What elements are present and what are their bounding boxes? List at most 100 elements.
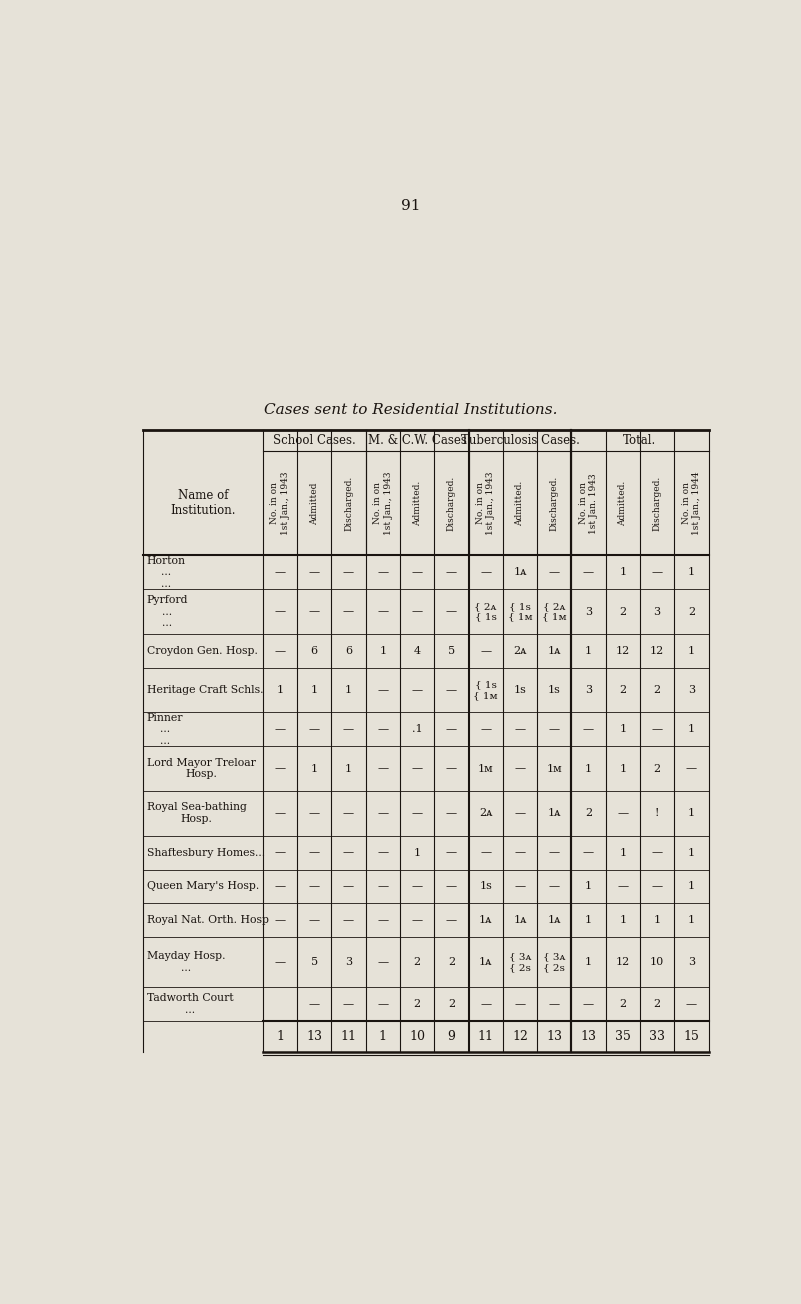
Text: Shaftesbury Homes...: Shaftesbury Homes... (147, 848, 265, 858)
Text: —: — (412, 567, 423, 578)
Text: —: — (275, 764, 286, 773)
Text: —: — (446, 882, 457, 892)
Text: —: — (343, 808, 354, 819)
Text: M. & C.W. Cases: M. & C.W. Cases (368, 434, 466, 447)
Text: 3: 3 (688, 685, 695, 695)
Text: —: — (275, 724, 286, 734)
Text: 1: 1 (619, 724, 626, 734)
Text: 2ᴀ: 2ᴀ (479, 808, 493, 819)
Text: —: — (377, 808, 388, 819)
Text: 1: 1 (585, 882, 592, 892)
Text: —: — (446, 567, 457, 578)
Text: 12: 12 (512, 1030, 528, 1043)
Text: —: — (377, 764, 388, 773)
Text: { 2ᴀ
{ 1s: { 2ᴀ { 1s (474, 602, 497, 621)
Text: 1: 1 (585, 645, 592, 656)
Text: —: — (275, 848, 286, 858)
Text: 1ᴀ: 1ᴀ (548, 645, 561, 656)
Text: 10: 10 (409, 1030, 425, 1043)
Text: 1: 1 (688, 567, 695, 578)
Text: Admitted.: Admitted. (618, 481, 627, 526)
Text: Admitted.: Admitted. (413, 481, 421, 526)
Text: —: — (446, 606, 457, 617)
Text: 1: 1 (276, 1030, 284, 1043)
Text: { 1s
{ 1ᴍ: { 1s { 1ᴍ (508, 602, 533, 621)
Text: —: — (686, 999, 697, 1009)
Text: —: — (412, 685, 423, 695)
Text: 3: 3 (345, 957, 352, 968)
Text: 1: 1 (585, 915, 592, 926)
Text: 1ᴀ: 1ᴀ (513, 567, 526, 578)
Text: Horton
...
...: Horton ... ... (147, 556, 186, 589)
Text: 1ᴍ: 1ᴍ (546, 764, 562, 773)
Text: Discharged.: Discharged. (549, 476, 559, 531)
Text: —: — (308, 606, 320, 617)
Text: 1ᴀ: 1ᴀ (548, 808, 561, 819)
Text: —: — (275, 957, 286, 968)
Text: —: — (275, 645, 286, 656)
Text: Pinner
...
...: Pinner ... ... (147, 713, 183, 746)
Text: —: — (514, 882, 525, 892)
Text: 2: 2 (619, 999, 626, 1009)
Text: 2: 2 (448, 957, 455, 968)
Text: No. in on
1st Jan. 1943: No. in on 1st Jan. 1943 (579, 473, 598, 533)
Text: 9: 9 (448, 1030, 455, 1043)
Text: Cases sent to Residential Institutions.: Cases sent to Residential Institutions. (264, 403, 557, 417)
Text: —: — (549, 567, 560, 578)
Text: 1: 1 (688, 645, 695, 656)
Text: 1: 1 (585, 957, 592, 968)
Text: Discharged.: Discharged. (344, 476, 353, 531)
Text: 2: 2 (585, 808, 592, 819)
Text: 5: 5 (448, 645, 455, 656)
Text: Total.: Total. (623, 434, 657, 447)
Text: 91: 91 (400, 198, 421, 213)
Text: —: — (377, 606, 388, 617)
Text: No. in on
1st Jan., 1944: No. in on 1st Jan., 1944 (682, 472, 701, 535)
Text: 1: 1 (688, 915, 695, 926)
Text: —: — (446, 915, 457, 926)
Text: 1: 1 (276, 685, 284, 695)
Text: 13: 13 (306, 1030, 322, 1043)
Text: —: — (514, 724, 525, 734)
Text: 1: 1 (345, 685, 352, 695)
Text: 6: 6 (345, 645, 352, 656)
Text: —: — (480, 999, 491, 1009)
Text: 1: 1 (654, 915, 661, 926)
Text: No. in on
1st Jan., 1943: No. in on 1st Jan., 1943 (476, 472, 495, 535)
Text: 1: 1 (688, 848, 695, 858)
Text: 12: 12 (650, 645, 664, 656)
Text: { 3ᴀ
{ 2s: { 3ᴀ { 2s (509, 953, 531, 971)
Text: 1: 1 (380, 645, 386, 656)
Text: 1: 1 (619, 848, 626, 858)
Text: Discharged.: Discharged. (653, 476, 662, 531)
Text: —: — (377, 685, 388, 695)
Text: Heritage Craft Schls.: Heritage Craft Schls. (147, 685, 263, 695)
Text: —: — (308, 915, 320, 926)
Text: 1: 1 (688, 724, 695, 734)
Text: —: — (480, 848, 491, 858)
Text: Discharged.: Discharged. (447, 476, 456, 531)
Text: —: — (514, 848, 525, 858)
Text: Tadworth Court
...: Tadworth Court ... (147, 994, 233, 1015)
Text: —: — (412, 764, 423, 773)
Text: 1: 1 (379, 1030, 387, 1043)
Text: Royal Sea-bathing
Hosp.: Royal Sea-bathing Hosp. (147, 802, 247, 824)
Text: 3: 3 (654, 606, 661, 617)
Text: —: — (446, 808, 457, 819)
Text: —: — (377, 999, 388, 1009)
Text: 1: 1 (413, 848, 421, 858)
Text: —: — (480, 645, 491, 656)
Text: —: — (583, 848, 594, 858)
Text: —: — (686, 764, 697, 773)
Text: —: — (308, 808, 320, 819)
Text: 11: 11 (477, 1030, 493, 1043)
Text: Pyrford
...
...: Pyrford ... ... (147, 595, 188, 629)
Text: 1ᴀ: 1ᴀ (479, 957, 493, 968)
Text: 15: 15 (683, 1030, 699, 1043)
Text: No. in on
1st Jan., 1943: No. in on 1st Jan., 1943 (373, 472, 392, 535)
Text: —: — (480, 567, 491, 578)
Text: 35: 35 (615, 1030, 630, 1043)
Text: —: — (343, 724, 354, 734)
Text: —: — (308, 567, 320, 578)
Text: 1: 1 (345, 764, 352, 773)
